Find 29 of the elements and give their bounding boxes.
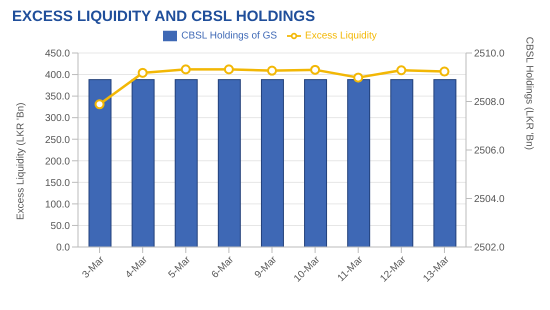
- chart-title: EXCESS LIQUIDITY AND CBSL HOLDINGS: [12, 8, 316, 25]
- y-tick-label: 400.0: [44, 70, 70, 82]
- y-tick-label: 250.0: [44, 134, 70, 146]
- y-tick-label: 300.0: [44, 113, 70, 124]
- point: [138, 68, 148, 78]
- y-tick-label: 50.0: [50, 220, 70, 232]
- y2-tick-label: 2504.0: [474, 194, 506, 206]
- point: [353, 72, 364, 83]
- y2-tick-label: 2506.0: [474, 146, 506, 157]
- y-tick-label: 450.0: [44, 48, 70, 60]
- point: [310, 64, 320, 75]
- y-tick-label: 350.0: [44, 92, 70, 103]
- point: [439, 66, 450, 77]
- y-tick-label: 200.0: [44, 156, 70, 168]
- y-tick-label: 100.0: [44, 199, 70, 210]
- y-tick-label: 0.0: [56, 242, 70, 254]
- legend-label: Excess Liquidity: [305, 30, 377, 42]
- point: [224, 64, 234, 74]
- y-axis-title: Excess Liquidity (LKR 'Bn): [16, 102, 27, 220]
- y2-axis-title: CBSL Holdings (LKR 'Bn): [523, 36, 534, 150]
- legend-label: CBSL Holdings of GS: [181, 30, 278, 42]
- y-tick-label: 150.0: [44, 178, 70, 189]
- point: [396, 65, 406, 76]
- point: [267, 66, 277, 76]
- y2-tick-label: 2510.0: [474, 48, 506, 60]
- y2-tick-label: 2502.0: [474, 242, 506, 254]
- point: [94, 99, 105, 110]
- point: [180, 64, 191, 74]
- y2-tick-label: 2508.0: [474, 97, 506, 108]
